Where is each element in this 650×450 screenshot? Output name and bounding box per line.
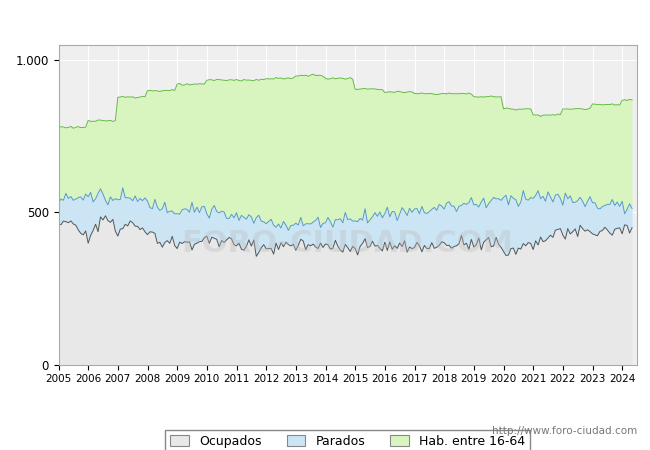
Text: FORO-CIUDAD.COM: FORO-CIUDAD.COM bbox=[182, 229, 514, 257]
Text: Alcaracejos - Evolucion de la poblacion en edad de Trabajar Mayo de 2024: Alcaracejos - Evolucion de la poblacion … bbox=[53, 9, 597, 24]
Text: http://www.foro-ciudad.com: http://www.foro-ciudad.com bbox=[492, 427, 637, 436]
Legend: Ocupados, Parados, Hab. entre 16-64: Ocupados, Parados, Hab. entre 16-64 bbox=[166, 429, 530, 450]
